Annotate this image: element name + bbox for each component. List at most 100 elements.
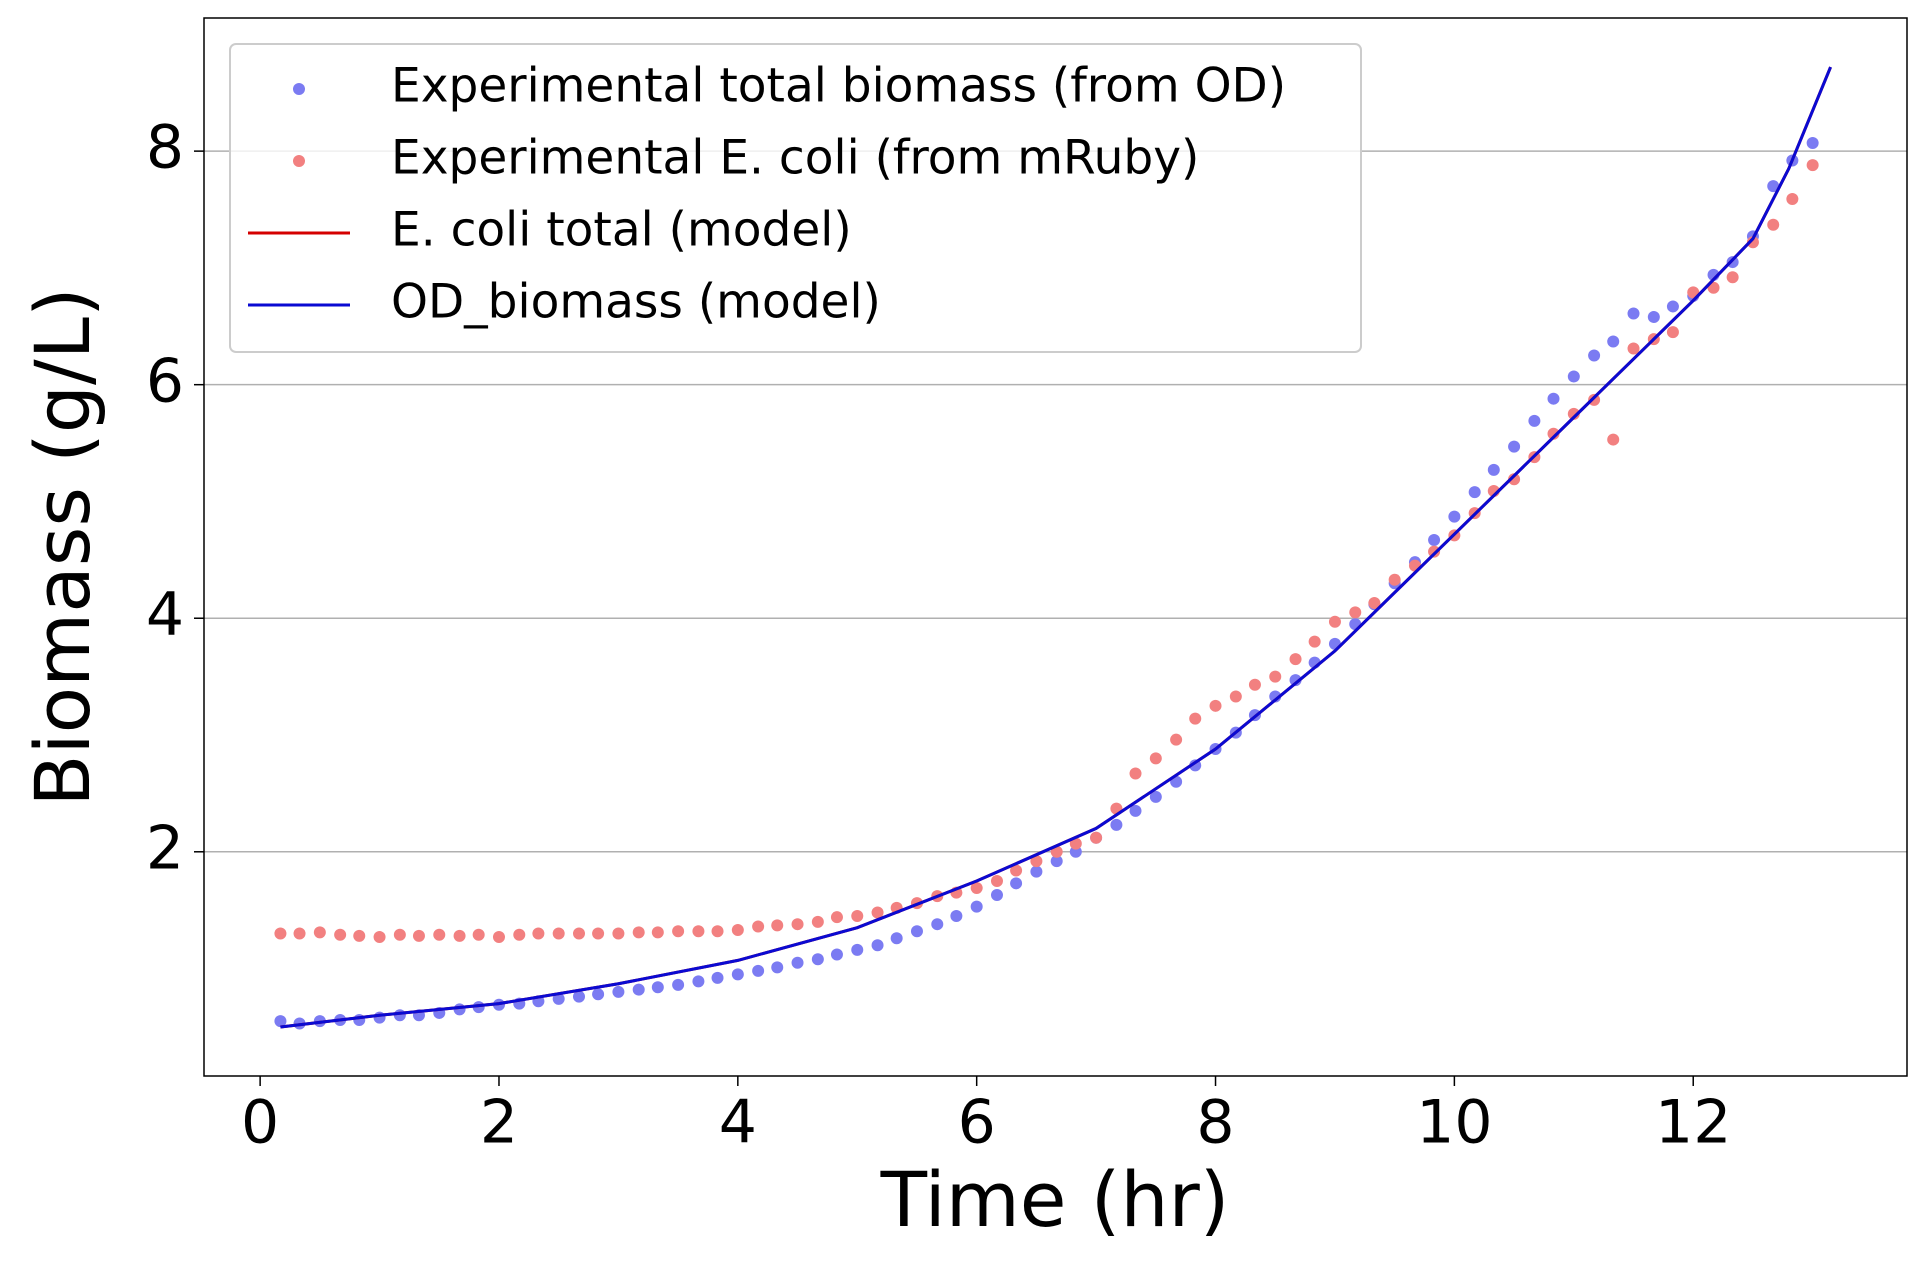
data-point xyxy=(950,910,963,923)
data-point xyxy=(970,900,983,913)
data-point xyxy=(1129,804,1142,817)
data-point xyxy=(711,971,724,984)
data-point xyxy=(373,931,386,944)
data-point xyxy=(393,928,406,941)
data-point xyxy=(1308,635,1321,648)
data-point xyxy=(572,927,585,940)
data-point xyxy=(1229,690,1242,703)
data-point xyxy=(492,931,505,944)
x-tick-label: 0 xyxy=(241,1088,279,1158)
data-point xyxy=(651,981,664,994)
y-tick-label: 6 xyxy=(146,346,184,416)
data-point xyxy=(552,992,565,1005)
x-tick-label: 2 xyxy=(480,1088,518,1158)
data-point xyxy=(990,874,1003,887)
data-point xyxy=(672,925,685,938)
data-point xyxy=(1149,752,1162,765)
data-point xyxy=(811,915,824,928)
data-point xyxy=(433,928,446,941)
data-point xyxy=(293,927,306,940)
data-point xyxy=(1666,326,1679,339)
data-point xyxy=(1209,699,1222,712)
data-point xyxy=(1030,865,1043,878)
data-point xyxy=(1547,392,1560,405)
data-point xyxy=(692,925,705,938)
data-point xyxy=(592,927,605,940)
data-point xyxy=(393,1009,406,1022)
data-point xyxy=(1468,486,1481,499)
legend-label: Experimental total biomass (from OD) xyxy=(391,59,1286,114)
data-point xyxy=(1806,136,1819,149)
data-point xyxy=(1448,510,1461,523)
data-point xyxy=(771,961,784,974)
data-point xyxy=(1508,440,1521,453)
data-point xyxy=(1786,193,1799,206)
data-point xyxy=(1666,300,1679,313)
data-point xyxy=(1110,818,1123,831)
data-point xyxy=(313,926,326,939)
data-point xyxy=(1588,349,1601,362)
data-point xyxy=(811,953,824,966)
model-line xyxy=(280,66,1832,1029)
data-point xyxy=(334,928,347,941)
data-point xyxy=(1050,845,1063,858)
data-point xyxy=(830,948,843,961)
data-point xyxy=(752,964,765,977)
data-point xyxy=(672,978,685,991)
data-point xyxy=(1269,670,1282,683)
data-point xyxy=(1806,159,1819,172)
data-point xyxy=(851,910,864,923)
data-point xyxy=(990,888,1003,901)
y-axis-label: Biomass (g/L) xyxy=(18,287,107,806)
data-point xyxy=(1567,407,1580,420)
data-point xyxy=(592,988,605,1001)
data-point xyxy=(274,1015,287,1028)
y-tick-label: 2 xyxy=(146,813,184,883)
x-axis-label: Time (hr) xyxy=(880,1155,1230,1244)
data-point xyxy=(453,1003,466,1016)
data-point xyxy=(1528,414,1541,427)
data-point xyxy=(771,919,784,932)
data-point xyxy=(731,924,744,937)
data-point xyxy=(711,925,724,938)
x-tick-label: 10 xyxy=(1416,1088,1492,1158)
data-point xyxy=(970,881,983,894)
data-point xyxy=(1189,712,1202,725)
data-point xyxy=(1010,864,1023,877)
data-point xyxy=(632,983,645,996)
data-point xyxy=(871,939,884,952)
data-point xyxy=(1627,307,1640,320)
data-point xyxy=(910,925,923,938)
data-point xyxy=(632,926,645,939)
data-point xyxy=(1428,545,1441,558)
data-point xyxy=(1607,433,1620,446)
data-point xyxy=(1726,271,1739,284)
data-point xyxy=(1547,427,1560,440)
data-point xyxy=(1428,533,1441,546)
data-point xyxy=(1170,733,1183,746)
legend-label: E. coli total (model) xyxy=(391,203,852,258)
data-point xyxy=(851,943,864,956)
x-tick-label: 12 xyxy=(1655,1088,1731,1158)
data-point xyxy=(931,918,944,931)
legend-box xyxy=(229,43,1362,353)
data-point xyxy=(1189,759,1202,772)
data-point xyxy=(612,985,625,998)
data-point xyxy=(1010,877,1023,890)
x-tick-label: 4 xyxy=(719,1088,757,1158)
legend-marker xyxy=(293,83,305,95)
data-point xyxy=(612,927,625,940)
data-point xyxy=(1508,473,1521,486)
x-tick-label: 6 xyxy=(958,1088,996,1158)
data-point xyxy=(1349,606,1362,619)
data-point xyxy=(532,927,545,940)
data-point xyxy=(513,928,526,941)
data-point xyxy=(1149,790,1162,803)
x-tick-label: 8 xyxy=(1196,1088,1234,1158)
data-point xyxy=(752,920,765,933)
data-point xyxy=(1129,767,1142,780)
data-point xyxy=(353,929,366,942)
data-point xyxy=(830,911,843,924)
data-point xyxy=(1069,837,1082,850)
